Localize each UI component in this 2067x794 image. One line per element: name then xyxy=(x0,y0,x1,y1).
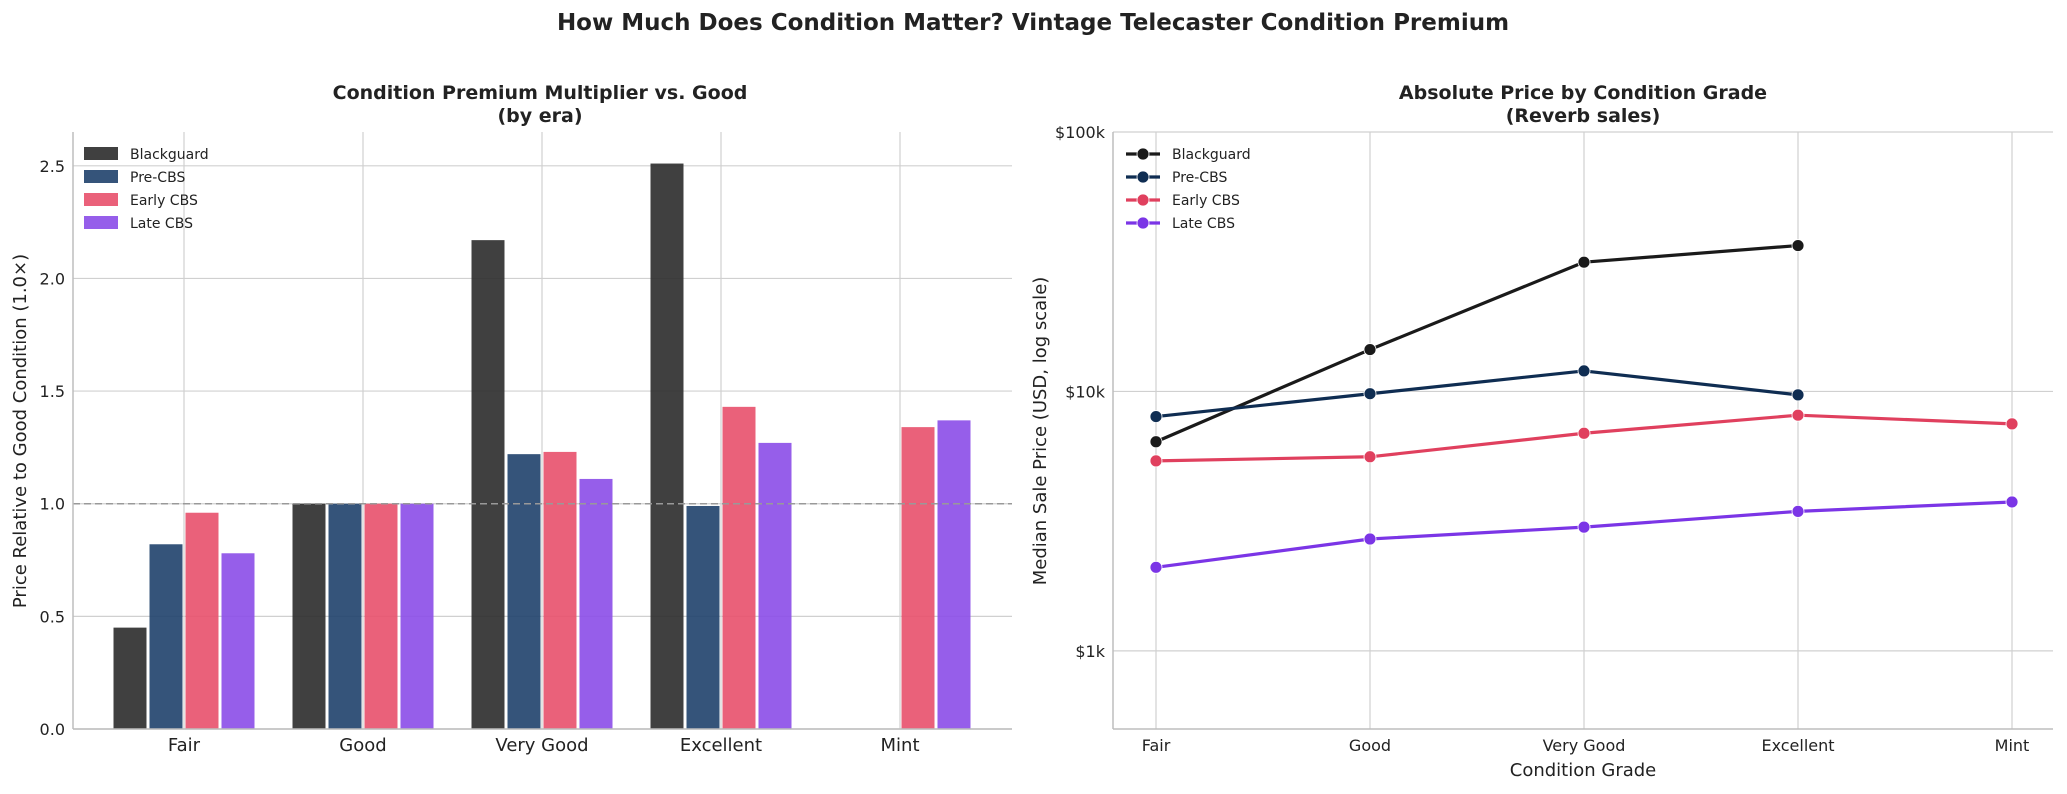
bar-late-cbs-excellent xyxy=(758,442,792,729)
right-y-tick-label: $10k xyxy=(1065,382,1106,401)
bar-early-cbs-good xyxy=(364,503,398,729)
point-blackguard-excellent xyxy=(1791,239,1805,252)
legend-label-early-cbs: Early CBS xyxy=(1172,193,1240,209)
point-pre-cbs-very-good xyxy=(1577,364,1591,378)
legend-label-late-cbs: Late CBS xyxy=(130,216,193,232)
legend-label-pre-cbs: Pre-CBS xyxy=(130,170,185,186)
right-y-tick-label: $1k xyxy=(1075,642,1105,661)
left-legend: Blackguard Pre-CBS Early CBS Late CBS xyxy=(84,147,209,232)
bar-late-cbs-very-good xyxy=(579,478,613,729)
legend-label-late-cbs: Late CBS xyxy=(1172,216,1235,232)
bar-early-cbs-fair xyxy=(185,512,219,729)
left-chart-title-line2: (by era) xyxy=(497,105,582,127)
left-y-tick-label: 2.0 xyxy=(40,269,65,288)
bar-blackguard-excellent xyxy=(650,163,684,730)
bar-pre-cbs-very-good xyxy=(507,454,541,729)
bar-late-cbs-fair xyxy=(221,553,255,729)
right-x-tick-label-very-good: Very Good xyxy=(1543,736,1626,755)
legend-label-blackguard: Blackguard xyxy=(1172,147,1251,163)
left-y-tick-label: 0.0 xyxy=(40,720,65,739)
left-y-tick-label: 0.5 xyxy=(40,607,65,626)
point-pre-cbs-good xyxy=(1363,387,1377,401)
right-line-panel: Absolute Price by Condition Grade (Rever… xyxy=(1030,82,2053,781)
right-y-tick-label: $100k xyxy=(1055,123,1106,142)
point-blackguard-very-good xyxy=(1577,255,1591,269)
left-x-tick-label-good: Good xyxy=(339,735,386,756)
right-gridlines xyxy=(1113,131,2053,729)
line-blackguard xyxy=(1155,243,1799,444)
left-x-tick-label-excellent: Excellent xyxy=(680,735,762,756)
left-x-tick-label-fair: Fair xyxy=(168,735,201,756)
right-x-axis-label: Condition Grade xyxy=(1510,760,1657,781)
left-y-tick-label: 2.5 xyxy=(40,157,65,176)
right-x-tick-label-excellent: Excellent xyxy=(1761,736,1834,755)
left-bar-panel: Condition Premium Multiplier vs. Good (b… xyxy=(10,82,1012,756)
bar-blackguard-very-good xyxy=(471,240,505,729)
legend-swatch-blackguard xyxy=(84,147,118,160)
legend-marker-blackguard xyxy=(1136,147,1150,161)
figure-suptitle: How Much Does Condition Matter? Vintage … xyxy=(557,10,1509,36)
point-late-cbs-mint xyxy=(2005,495,2019,509)
right-chart-title-line2: (Reverb sales) xyxy=(1506,105,1661,127)
point-late-cbs-very-good xyxy=(1577,520,1591,534)
right-y-axis-label: Median Sale Price (USD, log scale) xyxy=(1030,277,1051,586)
bar-late-cbs-mint xyxy=(937,420,971,729)
legend-marker-pre-cbs xyxy=(1136,170,1150,184)
bar-early-cbs-very-good xyxy=(543,451,577,729)
right-x-tick-label-fair: Fair xyxy=(1142,736,1171,755)
legend-label-pre-cbs: Pre-CBS xyxy=(1172,170,1227,186)
bar-early-cbs-excellent xyxy=(722,406,756,729)
left-x-tick-label-very-good: Very Good xyxy=(495,735,588,756)
point-pre-cbs-fair xyxy=(1149,410,1163,423)
point-early-cbs-excellent xyxy=(1791,408,1805,422)
left-bars xyxy=(73,163,1012,730)
point-early-cbs-mint xyxy=(2005,417,2019,431)
bar-early-cbs-mint xyxy=(901,427,935,729)
right-legend: Blackguard Pre-CBS Early CBS Late CBS xyxy=(1126,147,1251,232)
right-chart-title-line1: Absolute Price by Condition Grade xyxy=(1399,82,1767,104)
left-y-axis-label: Price Relative to Good Condition (1.0×) xyxy=(10,254,31,608)
point-pre-cbs-excellent xyxy=(1791,388,1805,402)
point-early-cbs-fair xyxy=(1149,454,1163,468)
point-late-cbs-excellent xyxy=(1791,504,1805,518)
legend-marker-late-cbs xyxy=(1136,216,1150,230)
bar-blackguard-fair xyxy=(113,627,147,729)
point-late-cbs-good xyxy=(1363,532,1377,546)
bar-blackguard-good xyxy=(292,503,326,729)
legend-label-blackguard: Blackguard xyxy=(130,147,209,163)
point-early-cbs-very-good xyxy=(1577,426,1591,440)
left-x-tick-label-mint: Mint xyxy=(881,735,920,756)
right-axes: $1k $10k $100k Fair Good Very Good Excellent Mi… xyxy=(1055,123,2053,755)
bar-late-cbs-good xyxy=(400,503,434,729)
legend-marker-early-cbs xyxy=(1136,193,1150,207)
left-y-tick-label: 1.0 xyxy=(40,495,65,514)
bar-pre-cbs-excellent xyxy=(686,505,720,729)
right-x-tick-label-mint: Mint xyxy=(1995,736,2030,755)
line-pre-cbs xyxy=(1155,369,1799,419)
point-blackguard-good xyxy=(1363,343,1377,356)
point-early-cbs-good xyxy=(1363,450,1377,464)
right-x-tick-label-good: Good xyxy=(1349,736,1391,755)
bar-pre-cbs-good xyxy=(328,503,362,729)
right-lines xyxy=(1149,239,2019,574)
legend-swatch-pre-cbs xyxy=(84,170,118,183)
legend-swatch-late-cbs xyxy=(84,216,118,229)
left-axes: 0.0 0.5 1.0 1.5 2.0 2.5 Fair Good Very Good Excel… xyxy=(40,132,1012,756)
point-blackguard-fair xyxy=(1149,435,1163,449)
left-chart-title-line1: Condition Premium Multiplier vs. Good xyxy=(333,82,748,104)
left-y-tick-label: 1.5 xyxy=(40,382,65,401)
bar-pre-cbs-fair xyxy=(149,544,183,729)
legend-label-early-cbs: Early CBS xyxy=(130,193,198,209)
point-late-cbs-fair xyxy=(1149,560,1163,574)
legend-swatch-early-cbs xyxy=(84,193,118,206)
